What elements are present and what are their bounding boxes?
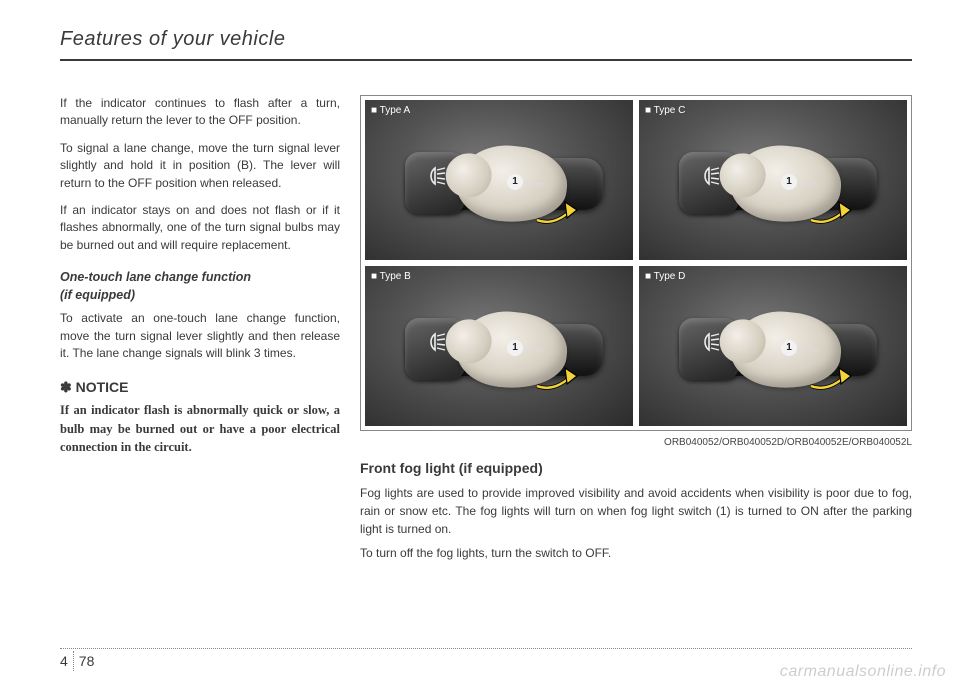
figure-panel-type-a: ■ Type A 1 ⇦ ⇨ [365, 100, 633, 260]
rotate-arrow-icon [803, 188, 853, 228]
marker-1: 1 [507, 174, 523, 190]
panel-label: ■ Type D [645, 271, 685, 282]
watermark: carmanualsonline.info [780, 663, 946, 681]
rotate-arrow-icon [529, 188, 579, 228]
headlight-icon [693, 330, 721, 358]
figure-panel-type-d: ■ Type D 1 ⇦ ⇨ [639, 266, 907, 426]
para: If an indicator stays on and does not fl… [60, 202, 340, 254]
headlight-icon [693, 164, 721, 192]
figure-reference: ORB040052/ORB040052D/ORB040052E/ORB04005… [360, 437, 912, 448]
notice-text: If an indicator flash is abnormally quic… [60, 401, 340, 457]
headlight-icon [419, 164, 447, 192]
subheading: One-touch lane change function (if equip… [60, 268, 340, 304]
para: Fog lights are used to provide improved … [360, 484, 912, 538]
rotate-arrow-icon [803, 354, 853, 394]
panel-label: ■ Type B [371, 271, 411, 282]
left-column: If the indicator continues to flash afte… [60, 95, 340, 568]
para: To turn off the fog lights, turn the swi… [360, 544, 912, 562]
page-header: Features of your vehicle [60, 28, 912, 61]
notice-label: ✽ NOTICE [60, 377, 340, 397]
marker-1: 1 [781, 174, 797, 190]
section-title: Front fog light (if equipped) [360, 460, 912, 476]
headlight-icon [419, 330, 447, 358]
right-column: ■ Type A 1 ⇦ ⇨ [360, 95, 912, 568]
panel-label: ■ Type A [371, 105, 410, 116]
figure-panel-type-c: ■ Type C 1 ⇦ ⇨ [639, 100, 907, 260]
figure-panel-type-b: ■ Type B 1 ⇦ ⇨ [365, 266, 633, 426]
page-no: 78 [74, 651, 95, 671]
para: To activate an one-touch lane change fun… [60, 310, 340, 362]
rotate-arrow-icon [529, 354, 579, 394]
subheading-line1: One-touch lane change function [60, 270, 251, 284]
subheading-line2: (if equipped) [60, 288, 135, 302]
chapter-number: 4 [60, 651, 74, 671]
page-footer [0, 648, 960, 649]
page-number: 4 78 [60, 651, 94, 671]
marker-1: 1 [507, 340, 523, 356]
figure-grid: ■ Type A 1 ⇦ ⇨ [360, 95, 912, 431]
para: If the indicator continues to flash afte… [60, 95, 340, 130]
para: To signal a lane change, move the turn s… [60, 140, 340, 192]
marker-1: 1 [781, 340, 797, 356]
panel-label: ■ Type C [645, 105, 685, 116]
